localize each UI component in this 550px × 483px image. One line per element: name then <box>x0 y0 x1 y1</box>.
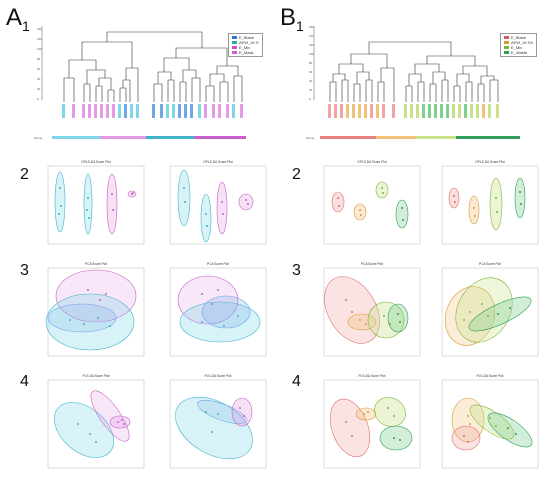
dendrogram-b-ytick: 80 <box>309 61 313 65</box>
plot-title: OPLS-DA Score Plot <box>81 160 111 164</box>
legend-swatch <box>232 36 237 39</box>
dendrogram-a-leaves <box>62 104 243 118</box>
plot-title: OPLS-DA Score Plot <box>203 160 233 164</box>
plot-title: PLS-DA Score Plot <box>359 374 386 378</box>
panel-label-a1: A1 <box>6 4 30 34</box>
score-plot-a3-1: PCA Score Plot <box>45 262 145 357</box>
score-plot-a2-2: OPLS-DA Score Plot <box>169 160 267 245</box>
dendrogram-a-ytick: 80 <box>37 57 41 61</box>
dendrogram-a: 0 20 40 60 80 100 120 140 <box>34 26 246 140</box>
dendrogram-b-ytick: 100 <box>309 52 314 56</box>
legend-swatch <box>232 41 237 44</box>
legend-swatch <box>232 51 237 54</box>
plot-title: OPLS-DA Score Plot <box>357 160 387 164</box>
dendrogram-b-tree <box>329 41 499 102</box>
legend-item: E_Mask <box>232 50 259 55</box>
row-label-right-3: 3 <box>292 262 301 279</box>
legend-swatch <box>504 51 509 54</box>
dendrogram-b-ytick: 140 <box>309 34 314 38</box>
dendrogram-b-ytick: 120 <box>309 43 314 47</box>
dendrogram-a-legend: E_Blank APW_20 S E_Mix E_Mask <box>228 33 263 57</box>
dendrogram-a-ytick: 120 <box>37 37 42 41</box>
legend-swatch <box>504 41 509 44</box>
plot-title: PCA Score Plot <box>361 262 383 266</box>
score-plot-a4-1: PLS-DA Score Plot <box>47 374 145 469</box>
legend-item: E_Mix <box>504 45 533 50</box>
dendrogram-a-ytick: 140 <box>37 27 42 31</box>
dendrogram-a-ytick: 40 <box>37 77 41 81</box>
dendrogram-b-yaxis: 0 20 40 60 80 100 120 140 160 <box>309 25 314 101</box>
legend-swatch <box>504 36 509 39</box>
row-label-left-2: 2 <box>20 166 29 183</box>
score-plot-b3-1: PCA Score Plot <box>323 262 421 357</box>
score-plot-a4-2: PLS-DA Score Plot <box>169 374 267 469</box>
dendrogram-a-tree <box>63 31 243 102</box>
dendrogram-a-yaxis: 0 20 40 60 80 100 120 140 <box>37 26 42 101</box>
score-plot-b2-2: OPLS-DA Score Plot <box>441 160 539 245</box>
dendrogram-a-group-bar <box>52 136 246 139</box>
plot-title: PCA Score Plot <box>85 262 107 266</box>
score-plot-b4-2: PLS-DA Score Plot <box>441 374 539 469</box>
legend-item: E_Mix <box>232 45 259 50</box>
legend-item: E_Waste <box>504 50 533 55</box>
dendrogram-a-ytick: 0 <box>37 97 39 101</box>
plot-title: PLS-DA Score Plot <box>205 374 232 378</box>
dendrogram-b-group-bar <box>320 136 520 139</box>
plot-title: PCA Score Plot <box>479 262 501 266</box>
dendrogram-b-ytick: 40 <box>309 79 313 83</box>
legend-item: E_Blank <box>504 35 533 40</box>
plot-title: OPLS-DA Score Plot <box>475 160 505 164</box>
dendrogram-b-ytick: 0 <box>309 97 311 101</box>
score-plot-b3-2: PCA Score Plot <box>441 262 539 357</box>
legend-swatch <box>232 46 237 49</box>
panel-label-b1: B1 <box>280 4 304 34</box>
dendrogram-a-ytick: 20 <box>37 87 41 91</box>
dendrogram-b: 0 20 40 60 80 100 120 140 160 <box>306 25 520 140</box>
dendrogram-b-group-label: Group <box>306 136 315 140</box>
score-plot-a2-1: OPLS-DA Score Plot <box>47 160 145 245</box>
row-label-right-2: 2 <box>292 166 301 183</box>
dendrogram-b-leaves <box>328 104 499 118</box>
row-label-left-3: 3 <box>20 262 29 279</box>
dendrogram-b-legend: E_Blank APW_20 S4 E_Mix E_Waste <box>500 33 537 57</box>
plot-title: PCA Score Plot <box>207 262 229 266</box>
dendrogram-b-ytick: 160 <box>309 25 314 29</box>
dendrogram-a-ytick: 60 <box>37 67 41 71</box>
dendrogram-b-ytick: 60 <box>309 70 313 74</box>
dendrogram-a-ytick: 100 <box>37 47 42 51</box>
dendrogram-a-group-label: Group <box>34 136 43 140</box>
score-plot-b4-1: PLS-DA Score Plot <box>323 374 421 469</box>
plot-title: PLS-DA Score Plot <box>83 374 110 378</box>
score-plot-a3-2: PCA Score Plot <box>169 262 267 357</box>
plot-title: PLS-DA Score Plot <box>477 374 504 378</box>
legend-item: APW_20 S <box>232 40 259 45</box>
legend-item: APW_20 S4 <box>504 40 533 45</box>
legend-item: E_Blank <box>232 35 259 40</box>
row-label-left-4: 4 <box>20 373 29 390</box>
legend-swatch <box>504 46 509 49</box>
dendrogram-b-ytick: 20 <box>309 88 313 92</box>
score-plot-b2-1: OPLS-DA Score Plot <box>323 160 421 245</box>
row-label-right-4: 4 <box>292 373 301 390</box>
